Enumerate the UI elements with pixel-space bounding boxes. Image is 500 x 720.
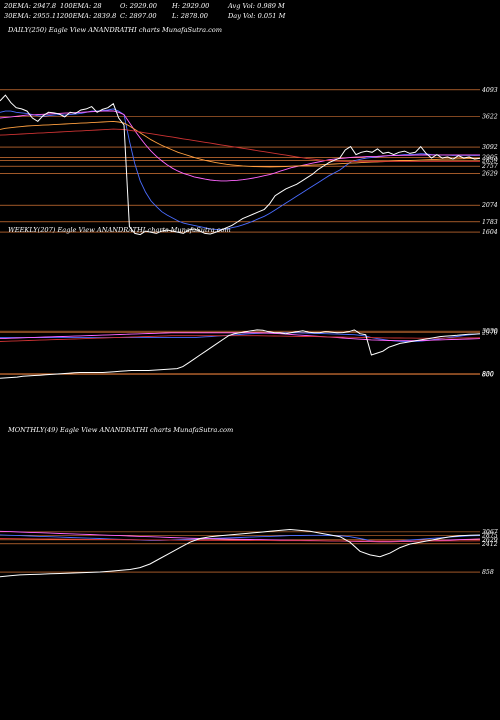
price-level-label: 2629 [481,537,498,544]
price-level-label: 2905 [481,155,498,162]
price-line [0,94,481,236]
header-stat: 20EMA: 2947.8 [4,2,57,10]
price-level-label: 2629 [481,170,498,177]
price-level-label: 4093 [481,87,498,94]
price-level-label: 2875 [481,532,498,539]
price-level-label: 2859 [481,157,498,164]
header-stat: L: 2878.00 [172,12,208,20]
price-level-label: 3622 [482,114,498,121]
header-stat: O: 2929.00 [120,2,157,10]
daily-panel-title: DAILY(250) Eagle View ANANDRATHI charts … [8,26,223,34]
price-line [0,329,481,379]
price-level-label: 858 [482,569,494,576]
price-level-label: 3092 [482,144,498,151]
monthly-panel-title: MONTHLY(49) Eagle View ANANDRATHI charts… [8,426,234,434]
header-stat: H: 2929.00 [172,2,210,10]
price-level-label: 2074 [481,202,498,209]
price-level-label: 3067 [482,529,498,536]
header-stat: 30EMA: 2955.11 [4,12,61,20]
price-level-label: 2757 [481,163,498,170]
price-level-label: 2970 [481,329,498,336]
price-level-label: 800 [482,371,494,378]
header-stat: 200EMA: 2839.8 [60,12,117,20]
price-level-label: 3030 [482,328,498,335]
moving-average-line [0,530,481,543]
moving-average-line [0,128,480,162]
price-level-label: 1783 [482,219,498,226]
price-level-label: 1604 [482,229,498,236]
moving-average-line [0,538,481,542]
price-level-label: 830 [482,371,494,378]
moving-average-line [0,110,480,182]
header-stat: Day Vol: 0.051 M [228,12,286,20]
header-stat: C: 2897.00 [120,12,157,20]
moving-average-line [0,120,481,168]
price-line [0,528,481,578]
moving-average-line [0,335,481,342]
header-stat: 100EMA: 28 [60,2,102,10]
header-stat: Avg Vol: 0.989 M [228,2,285,10]
moving-average-line [0,332,481,342]
moving-average-line [0,108,481,230]
price-level-label: 2412 [481,541,498,548]
weekly-panel-title: WEEKLY(207) Eagle View ANANDRATHI charts… [8,226,231,234]
